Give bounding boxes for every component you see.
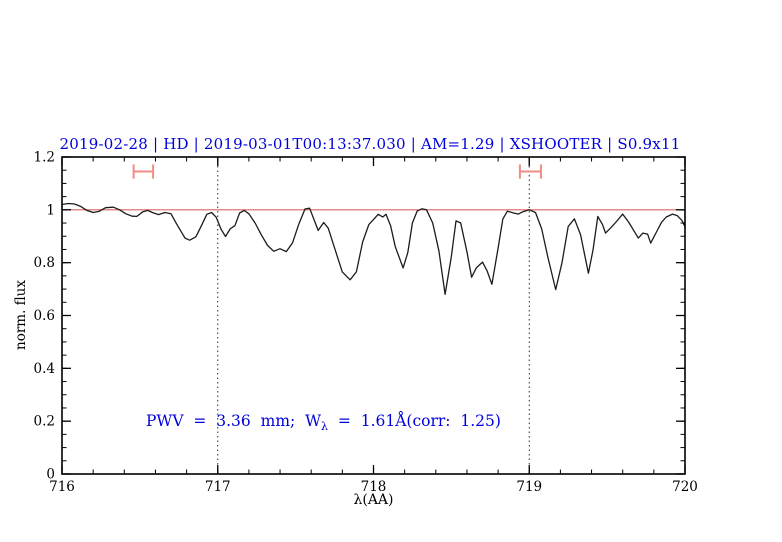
y-tick-label: 1 xyxy=(46,202,55,218)
pwv-annotation-prefix: PWV = 3.36 mm; W xyxy=(146,412,322,430)
x-tick-label: 718 xyxy=(361,479,387,495)
pwv-annotation: PWV = 3.36 mm; Wλ = 1.61Å(corr: 1.25) xyxy=(146,412,501,433)
x-tick-label: 719 xyxy=(516,479,542,495)
pwv-annotation-suffix: = 1.61Å(corr: 1.25) xyxy=(328,412,501,430)
y-tick-label: 1.2 xyxy=(34,150,55,166)
x-tick-label: 720 xyxy=(672,479,698,495)
pwv-annotation-lambda-subscript: λ xyxy=(321,420,329,434)
y-tick-label: 0.8 xyxy=(34,255,55,271)
y-tick-label: 0 xyxy=(46,467,55,483)
spectrum-curve xyxy=(61,202,686,296)
y-axis-label: norm. flux xyxy=(13,280,29,350)
y-tick-label: 0.6 xyxy=(34,308,55,324)
plot-title: 2019-02-28 | HD | 2019-03-01T00:13:37.03… xyxy=(59,135,681,153)
x-tick-label: 716 xyxy=(49,479,75,495)
x-tick-label: 717 xyxy=(205,479,231,495)
y-tick-label: 0.2 xyxy=(34,414,55,430)
y-tick-label: 0.4 xyxy=(34,361,55,377)
x-axis-label: λ(AA) xyxy=(353,492,394,508)
